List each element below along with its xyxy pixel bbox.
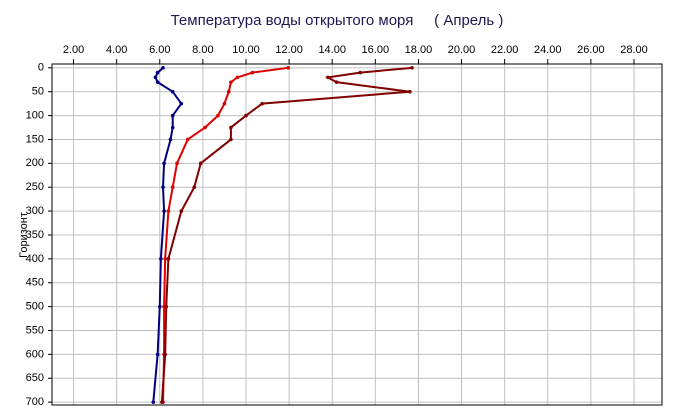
- data-point: [410, 66, 414, 70]
- data-point: [250, 70, 255, 75]
- data-point: [229, 125, 233, 130]
- x-tick-label: 6.00: [149, 44, 170, 56]
- data-point: [164, 304, 169, 309]
- y-tick-label: 700: [26, 396, 44, 408]
- data-point: [155, 352, 160, 357]
- data-point: [216, 113, 220, 118]
- data-point: [358, 70, 363, 75]
- series-line: [162, 66, 289, 403]
- data-point: [175, 161, 179, 166]
- x-tick-label: 2.00: [63, 44, 84, 56]
- data-point: [166, 257, 171, 261]
- data-point: [166, 209, 171, 213]
- data-point: [163, 352, 167, 357]
- y-tick-label: 150: [26, 133, 44, 145]
- data-point: [151, 400, 156, 404]
- data-point: [163, 257, 167, 261]
- data-point: [179, 101, 184, 106]
- x-tick-label: 16.00: [362, 44, 390, 56]
- data-point: [235, 75, 240, 80]
- x-tick-label: 24.00: [534, 44, 562, 56]
- data-point: [153, 75, 158, 80]
- x-tick-label: 28.00: [620, 44, 648, 56]
- data-point: [334, 80, 339, 84]
- data-point: [155, 80, 160, 84]
- data-point: [192, 185, 197, 190]
- y-tick-label: 650: [26, 372, 44, 384]
- data-point: [159, 257, 163, 261]
- plot-frame: [51, 63, 663, 406]
- data-point: [161, 185, 165, 190]
- x-tick-label: 10.00: [232, 44, 260, 56]
- y-tick-label: 200: [26, 157, 44, 169]
- data-point: [155, 70, 160, 75]
- y-tick-label: 500: [26, 301, 44, 313]
- data-point: [244, 113, 248, 118]
- data-point: [160, 400, 164, 404]
- data-point: [162, 161, 166, 166]
- data-point: [229, 80, 233, 84]
- data-point: [179, 209, 184, 213]
- data-point: [170, 185, 175, 190]
- data-point: [157, 304, 162, 309]
- y-tick-label: 100: [26, 109, 44, 121]
- x-tick-label: 18.00: [405, 44, 433, 56]
- x-tick-label: 22.00: [491, 44, 519, 56]
- data-point: [222, 101, 227, 106]
- data-point: [168, 137, 173, 142]
- x-tick-label: 20.00: [448, 44, 476, 56]
- series-line: [160, 66, 413, 403]
- data-point: [162, 209, 166, 213]
- y-tick-label: 550: [26, 324, 44, 336]
- data-point: [326, 75, 330, 80]
- data-point: [260, 101, 264, 106]
- x-tick-label: 26.00: [577, 44, 605, 56]
- data-point: [198, 161, 203, 166]
- x-tick-label: 8.00: [192, 44, 213, 56]
- series-line: [152, 67, 183, 403]
- y-tick-label: 350: [26, 229, 44, 241]
- data-point: [408, 89, 412, 94]
- x-tick-label: 4.00: [106, 44, 127, 56]
- data-point: [170, 125, 175, 130]
- y-tick-label: 450: [26, 277, 44, 289]
- data-point: [226, 89, 231, 94]
- y-tick-label: 0: [38, 62, 44, 74]
- data-point: [203, 125, 207, 130]
- data-point: [286, 66, 291, 70]
- x-tick-label: 12.00: [275, 44, 303, 56]
- data-point: [170, 113, 175, 118]
- y-tick-label: 300: [26, 205, 44, 217]
- data-point: [161, 66, 165, 70]
- chart-title: Температура воды открытого моря ( Апрель…: [171, 12, 504, 29]
- y-tick-label: 250: [26, 181, 44, 193]
- data-point: [170, 89, 175, 94]
- data-point: [229, 137, 233, 142]
- y-tick-label: 400: [26, 253, 44, 265]
- y-axis-label: Горизонт: [18, 212, 30, 258]
- data-point: [185, 137, 190, 142]
- y-tick-label: 600: [26, 348, 44, 360]
- y-tick-label: 50: [32, 86, 44, 98]
- x-tick-label: 14.00: [318, 44, 346, 56]
